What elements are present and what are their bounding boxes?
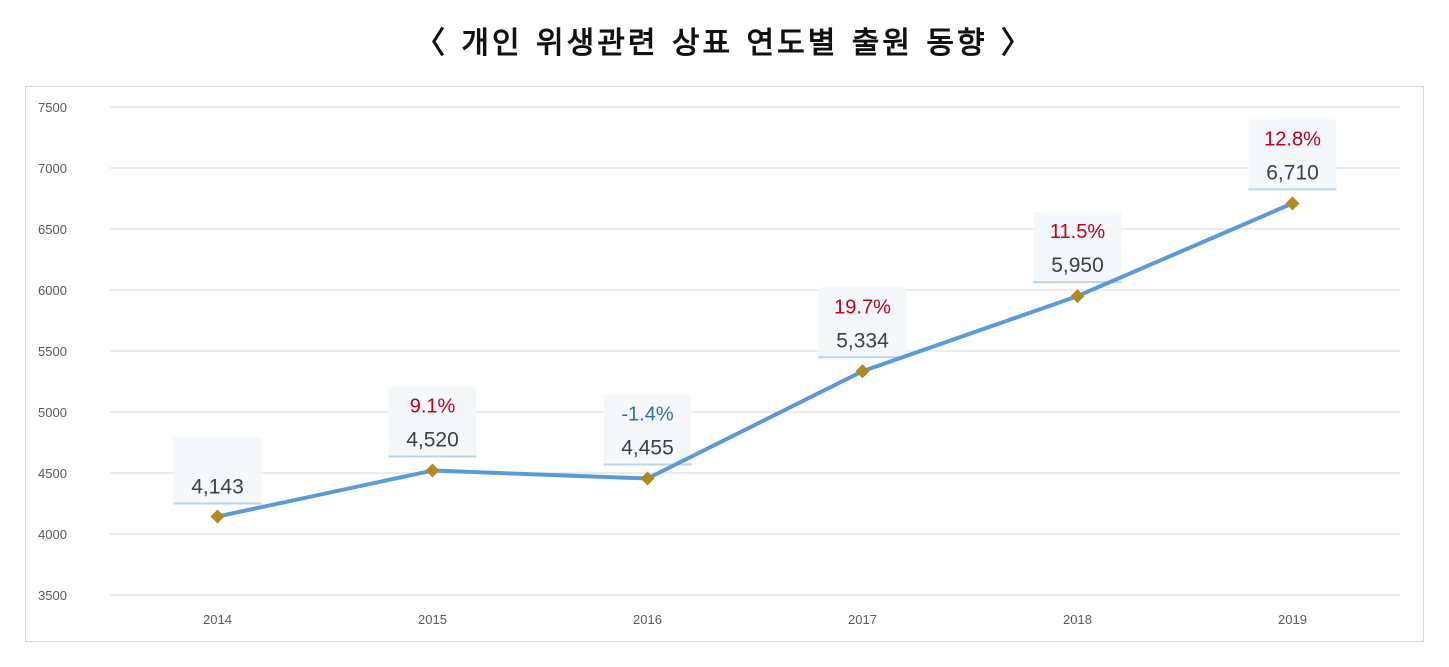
y-tick-label: 4500 xyxy=(38,466,67,481)
data-label-box xyxy=(1033,212,1122,283)
x-tick-label: 2015 xyxy=(418,612,447,627)
data-point-marker xyxy=(210,509,225,524)
y-tick-label: 5500 xyxy=(38,344,67,359)
data-point-marker xyxy=(1070,289,1085,304)
data-label-box xyxy=(173,437,262,504)
data-label-box xyxy=(818,287,907,358)
growth-rate-label: 19.7% xyxy=(834,296,891,318)
growth-rate-label: 9.1% xyxy=(410,396,456,418)
data-value-label: 6,710 xyxy=(1266,161,1319,184)
x-tick-label: 2016 xyxy=(633,612,662,627)
chart-title: 〈 개인 위생관련 상표 연도별 출원 동향 〉 xyxy=(414,26,1035,61)
data-value-label: 4,143 xyxy=(191,476,244,499)
x-tick-label: 2019 xyxy=(1278,612,1307,627)
data-label-box xyxy=(388,386,477,457)
chart-frame xyxy=(25,86,1424,642)
data-point-marker xyxy=(640,471,655,486)
y-tick-label: 6000 xyxy=(38,283,67,298)
data-label-box xyxy=(603,394,692,465)
x-tick-label: 2014 xyxy=(203,612,232,627)
data-point-marker xyxy=(855,364,870,379)
y-tick-label: 5000 xyxy=(38,405,67,420)
y-tick-label: 4000 xyxy=(38,527,67,542)
data-value-label: 5,334 xyxy=(836,329,889,352)
growth-rate-label: -1.4% xyxy=(621,403,673,425)
y-tick-label: 6500 xyxy=(38,222,67,237)
data-label-box xyxy=(1248,119,1337,190)
data-value-label: 4,455 xyxy=(621,436,674,459)
y-tick-label: 3500 xyxy=(38,588,67,603)
data-value-label: 5,950 xyxy=(1051,254,1104,277)
data-point-marker xyxy=(1285,196,1300,211)
growth-rate-label: 12.8% xyxy=(1264,128,1321,150)
data-point-marker xyxy=(425,463,440,478)
growth-rate-label: 11.5% xyxy=(1050,221,1105,243)
series-line xyxy=(217,201,1294,519)
data-value-label: 4,520 xyxy=(406,429,459,452)
x-tick-label: 2018 xyxy=(1063,612,1092,627)
y-tick-label: 7500 xyxy=(38,100,67,115)
y-tick-label: 7000 xyxy=(38,161,67,176)
x-tick-label: 2017 xyxy=(848,612,877,627)
